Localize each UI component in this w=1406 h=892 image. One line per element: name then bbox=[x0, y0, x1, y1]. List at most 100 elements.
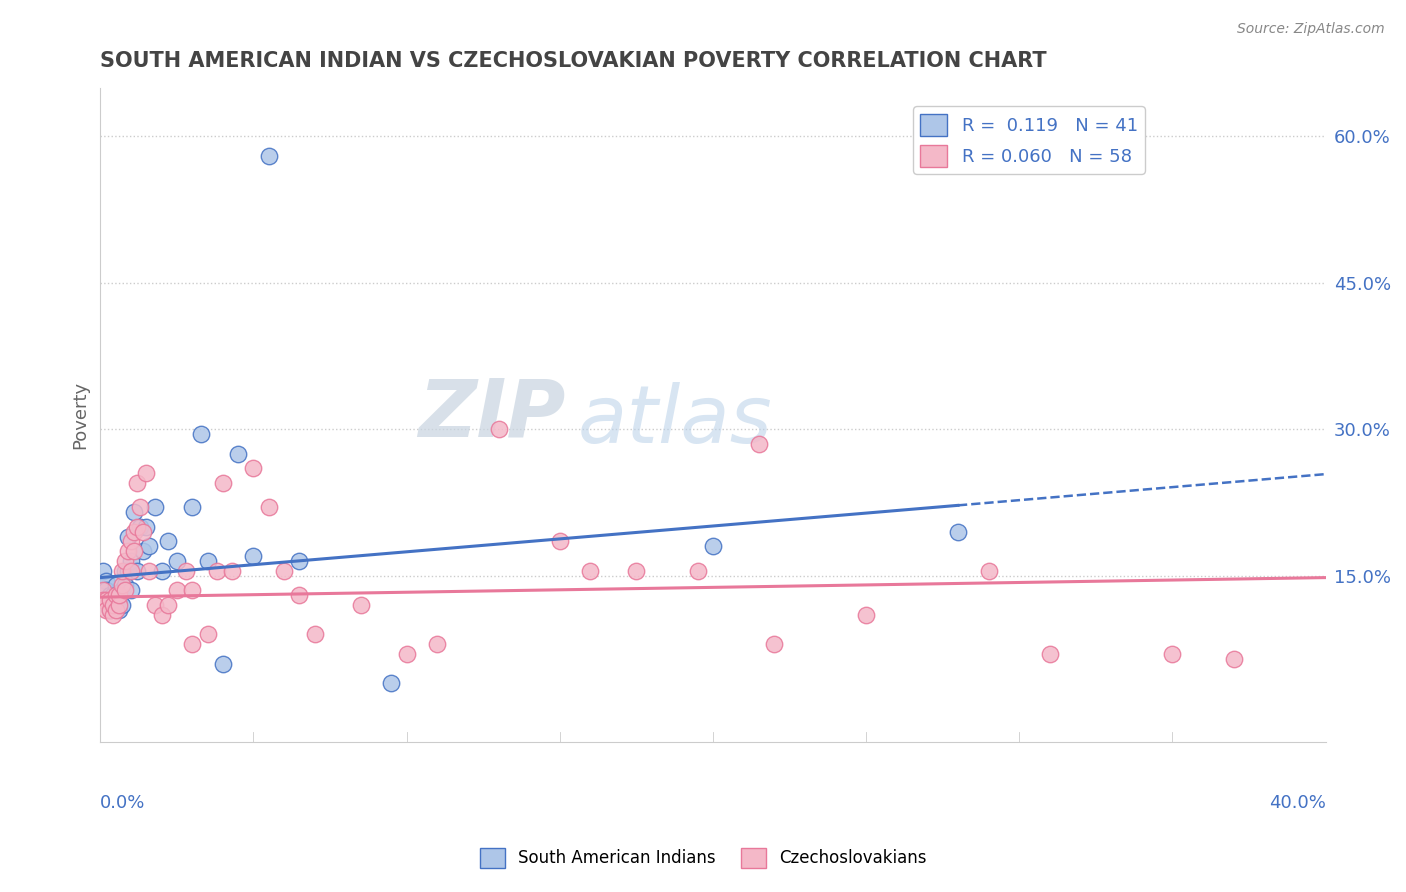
Point bbox=[114, 564, 136, 578]
Point bbox=[380, 676, 402, 690]
Point bbox=[96, 603, 118, 617]
Point bbox=[273, 564, 295, 578]
Point bbox=[288, 588, 311, 602]
Point bbox=[579, 564, 602, 578]
Point bbox=[101, 598, 124, 612]
Point bbox=[96, 593, 118, 607]
Point bbox=[96, 574, 118, 588]
Point bbox=[111, 578, 134, 592]
Point bbox=[212, 657, 235, 671]
Point bbox=[104, 578, 127, 592]
Point bbox=[226, 447, 249, 461]
Point bbox=[181, 500, 204, 515]
Point bbox=[1222, 651, 1244, 665]
Point bbox=[145, 500, 167, 515]
Text: 0.0%: 0.0% bbox=[100, 794, 146, 812]
Point bbox=[104, 588, 127, 602]
Point bbox=[626, 564, 648, 578]
Point bbox=[197, 554, 219, 568]
Y-axis label: Poverty: Poverty bbox=[72, 381, 89, 449]
Point bbox=[132, 524, 155, 539]
Point bbox=[122, 524, 145, 539]
Point bbox=[242, 461, 264, 475]
Point bbox=[120, 564, 142, 578]
Point bbox=[946, 524, 969, 539]
Point bbox=[111, 598, 134, 612]
Point bbox=[117, 544, 139, 558]
Point bbox=[212, 475, 235, 490]
Point bbox=[98, 603, 121, 617]
Point bbox=[127, 475, 149, 490]
Point bbox=[855, 607, 877, 622]
Point bbox=[145, 598, 167, 612]
Point bbox=[98, 593, 121, 607]
Point bbox=[221, 564, 243, 578]
Legend: South American Indians, Czechoslovakians: South American Indians, Czechoslovakians bbox=[472, 841, 934, 875]
Point bbox=[395, 647, 418, 661]
Point bbox=[117, 530, 139, 544]
Point bbox=[98, 603, 121, 617]
Point bbox=[120, 534, 142, 549]
Point bbox=[197, 627, 219, 641]
Point bbox=[101, 593, 124, 607]
Point bbox=[107, 593, 129, 607]
Point bbox=[288, 554, 311, 568]
Point bbox=[114, 583, 136, 598]
Point bbox=[166, 554, 188, 568]
Point bbox=[107, 603, 129, 617]
Point bbox=[977, 564, 1000, 578]
Point bbox=[120, 583, 142, 598]
Point bbox=[138, 540, 160, 554]
Point bbox=[104, 588, 127, 602]
Text: ZIP: ZIP bbox=[419, 376, 567, 453]
Point bbox=[702, 540, 724, 554]
Point bbox=[135, 466, 157, 480]
Text: 40.0%: 40.0% bbox=[1268, 794, 1326, 812]
Point bbox=[107, 598, 129, 612]
Point bbox=[1161, 647, 1184, 661]
Point bbox=[93, 583, 115, 598]
Point bbox=[350, 598, 373, 612]
Point bbox=[488, 422, 510, 436]
Point bbox=[104, 598, 127, 612]
Point bbox=[104, 603, 127, 617]
Point bbox=[120, 554, 142, 568]
Point bbox=[174, 564, 197, 578]
Point bbox=[150, 607, 173, 622]
Point bbox=[304, 627, 326, 641]
Point bbox=[129, 500, 152, 515]
Point bbox=[138, 564, 160, 578]
Point bbox=[156, 598, 179, 612]
Point bbox=[181, 637, 204, 651]
Point bbox=[242, 549, 264, 563]
Legend: R =  0.119   N = 41, R = 0.060   N = 58: R = 0.119 N = 41, R = 0.060 N = 58 bbox=[912, 106, 1144, 174]
Point bbox=[132, 544, 155, 558]
Point bbox=[129, 520, 152, 534]
Point bbox=[111, 564, 134, 578]
Text: Source: ZipAtlas.com: Source: ZipAtlas.com bbox=[1237, 22, 1385, 37]
Point bbox=[114, 554, 136, 568]
Point bbox=[114, 578, 136, 592]
Point bbox=[127, 564, 149, 578]
Point bbox=[156, 534, 179, 549]
Point bbox=[166, 583, 188, 598]
Point bbox=[426, 637, 449, 651]
Point bbox=[122, 544, 145, 558]
Point bbox=[107, 588, 129, 602]
Point bbox=[205, 564, 228, 578]
Point bbox=[111, 583, 134, 598]
Point bbox=[763, 637, 786, 651]
Point bbox=[98, 588, 121, 602]
Point bbox=[257, 149, 280, 163]
Point bbox=[190, 427, 212, 442]
Point bbox=[127, 520, 149, 534]
Point bbox=[150, 564, 173, 578]
Point bbox=[101, 588, 124, 602]
Point bbox=[135, 520, 157, 534]
Point bbox=[93, 564, 115, 578]
Point bbox=[1039, 647, 1062, 661]
Point bbox=[122, 505, 145, 519]
Point bbox=[93, 593, 115, 607]
Text: atlas: atlas bbox=[578, 382, 773, 460]
Point bbox=[548, 534, 571, 549]
